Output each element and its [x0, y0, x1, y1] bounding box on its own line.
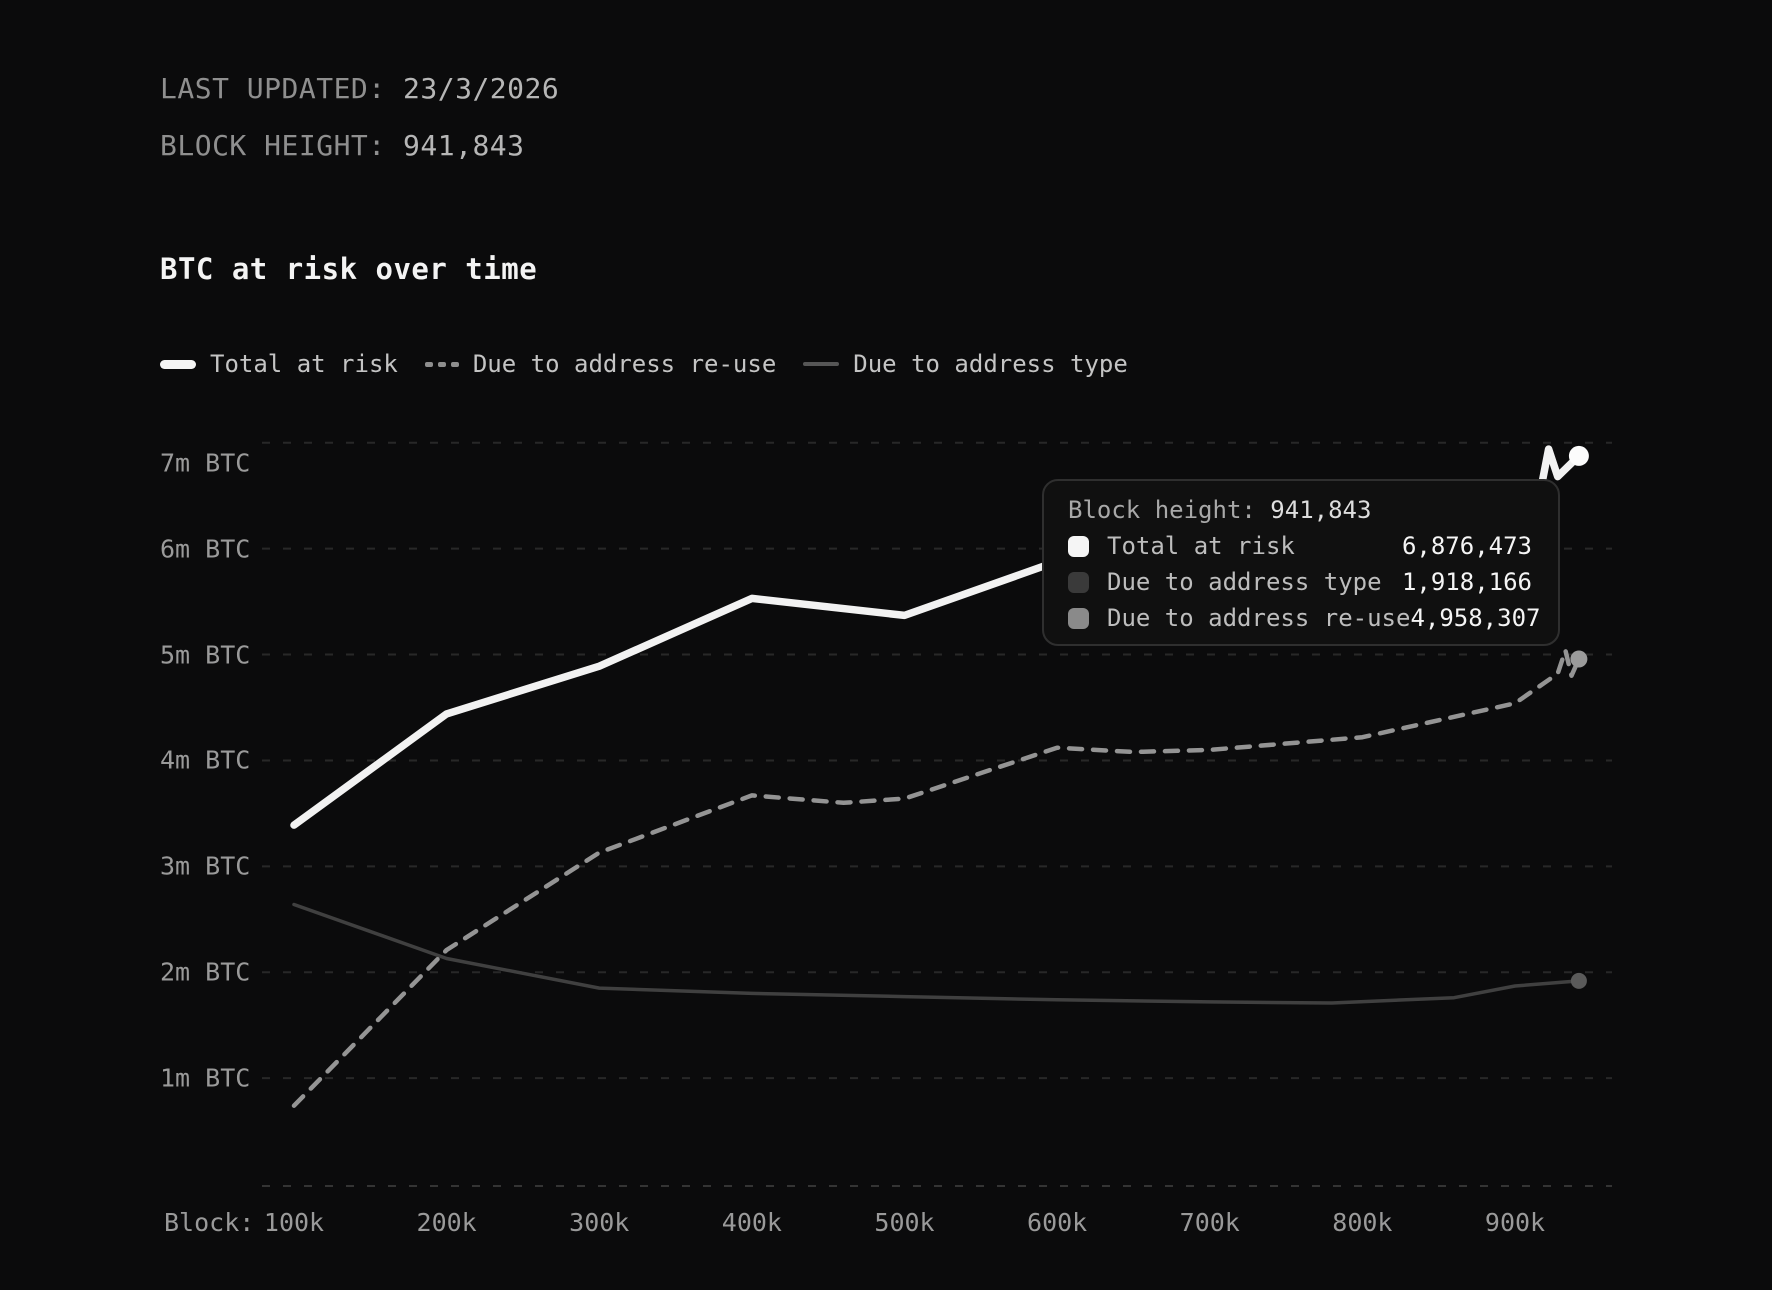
chart-title: BTC at risk over time	[160, 252, 538, 286]
block-height-value: 941,843	[403, 129, 525, 162]
tooltip-swatch-address-reuse-icon	[1068, 607, 1089, 629]
x-tick-300k: 300k	[569, 1208, 630, 1237]
series-end-dot-due-to-address-type[interactable]	[1570, 972, 1587, 989]
x-tick-900k: 900k	[1484, 1208, 1546, 1237]
x-tick-200k: 200k	[416, 1208, 477, 1237]
legend-swatch-dotted-icon	[424, 361, 459, 367]
x-tick-800k: 800k	[1332, 1208, 1393, 1237]
legend-label: Due to address type	[853, 350, 1128, 378]
last-updated-value: 23/3/2026	[403, 72, 560, 105]
tooltip-row-label: Due to address type	[1107, 568, 1382, 596]
y-tick-5m: 5m BTC	[160, 640, 251, 670]
tooltip-row-total-at-risk: Total at risk 6,876,473	[1068, 532, 1532, 560]
y-tick-4m: 4m BTC	[160, 745, 251, 775]
y-tick-3m: 3m BTC	[160, 851, 251, 881]
legend-label: Due to address re-use	[472, 350, 777, 378]
tooltip-row-address-type: Due to address type 1,918,166	[1068, 568, 1532, 596]
tooltip-row-value: 1,918,166	[1401, 568, 1532, 596]
tooltip-row-value: 6,876,473	[1401, 532, 1532, 560]
x-tick-400k: 400k	[721, 1208, 782, 1237]
legend-swatch-gray-line-icon	[803, 362, 840, 366]
tooltip-block-height-label: Block height:	[1068, 496, 1271, 524]
tooltip-title: Block height: 941,843	[1068, 496, 1532, 524]
legend-label: Total at risk	[210, 350, 398, 378]
block-height-label: BLOCK HEIGHT:	[160, 129, 404, 162]
series-line-due-to-address-type[interactable]	[292, 902, 1581, 1005]
legend-item-total-at-risk[interactable]: Total at risk	[160, 350, 398, 378]
tooltip-swatch-total-icon	[1068, 535, 1089, 557]
last-updated-label: LAST UPDATED:	[160, 72, 404, 105]
y-tick-7m: 7m BTC	[160, 448, 251, 478]
tooltip-row-address-reuse: Due to address re-use 4,958,307	[1068, 604, 1540, 632]
tooltip-block-height-value: 941,843	[1270, 496, 1372, 524]
y-tick-2m: 2m BTC	[160, 957, 251, 987]
tooltip-row-label: Total at risk	[1107, 532, 1295, 560]
series-end-dot-total-at-risk[interactable]	[1568, 445, 1589, 466]
x-tick-100k: 100k	[263, 1208, 325, 1237]
tooltip-row-label: Due to address re-use	[1107, 604, 1411, 632]
x-tick-500k: 500k	[874, 1208, 935, 1237]
legend-item-address-type[interactable]: Due to address type	[803, 350, 1128, 378]
y-tick-1m: 1m BTC	[160, 1063, 251, 1093]
legend-item-address-reuse[interactable]: Due to address re-use	[424, 350, 777, 378]
y-tick-6m: 6m BTC	[160, 534, 251, 564]
chart-legend: Total at risk Due to address re-use Due …	[160, 350, 1128, 378]
series-end-dot-due-to-address-re-use[interactable]	[1570, 650, 1588, 668]
tooltip-row-value: 4,958,307	[1410, 604, 1541, 632]
tooltip-swatch-address-type-icon	[1068, 571, 1089, 593]
legend-swatch-solid-white-icon	[160, 359, 196, 369]
chart-tooltip: Block height: 941,843 Total at risk 6,87…	[1042, 479, 1560, 646]
x-axis-prefix: Block:	[164, 1208, 255, 1237]
x-tick-600k: 600k	[1027, 1208, 1088, 1237]
last-updated-line: LAST UPDATED: 23/3/2026	[160, 72, 559, 105]
block-height-line: BLOCK HEIGHT: 941,843	[160, 129, 525, 162]
x-tick-700k: 700k	[1179, 1208, 1240, 1237]
series-line-due-to-address-re-use[interactable]	[291, 648, 1582, 1108]
